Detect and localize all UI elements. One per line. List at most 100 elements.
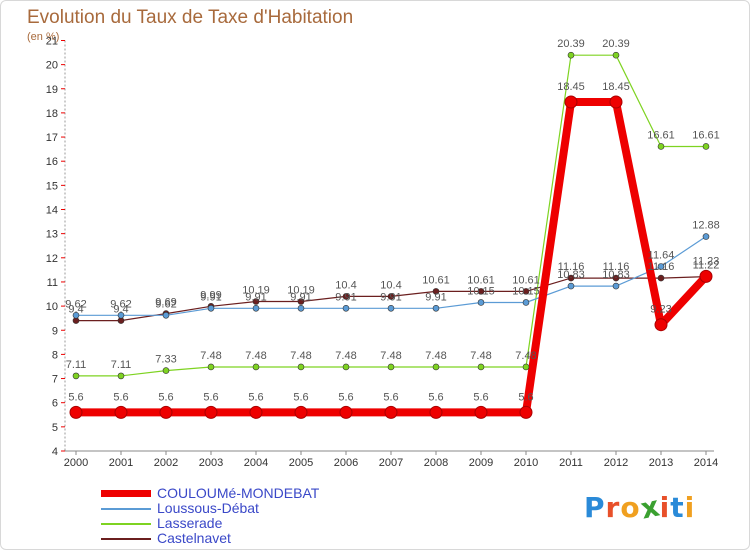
data-label: 5.6 (428, 391, 443, 403)
data-point (519, 405, 533, 419)
proxiti-logo: Proxiti (584, 489, 696, 525)
data-label: 9.69 (155, 297, 176, 309)
x-tick-label: 2001 (109, 457, 133, 469)
legend-label: Lasserade (157, 515, 223, 531)
data-point (252, 304, 260, 312)
data-label: 11.16 (558, 261, 585, 273)
line-chart: 4 5 6 7 8 9 10 11 12 13 14 15 16 17 18 19 20 21 2000 2001 20… (46, 35, 720, 469)
data-point (522, 288, 530, 295)
data-label: 7.48 (245, 350, 266, 362)
y-tick-label: 4 (52, 446, 58, 458)
data-label: 9.62 (110, 298, 131, 310)
data-point (432, 363, 440, 371)
data-point (432, 304, 440, 312)
data-point (477, 363, 485, 371)
logo-letter: i (684, 491, 696, 524)
data-label: 7.48 (335, 350, 356, 362)
data-label: 7.48 (425, 350, 446, 362)
data-label: 5.6 (158, 391, 173, 403)
data-label: 5.6 (518, 391, 533, 403)
x-tick-label: 2005 (289, 457, 313, 469)
data-label: 9.62 (65, 298, 86, 310)
data-label: 7.48 (290, 350, 311, 362)
data-point (567, 274, 575, 282)
data-label: 11.16 (648, 261, 675, 273)
data-label: 5.6 (383, 391, 398, 403)
logo-letter: r (605, 491, 621, 524)
data-point (612, 282, 620, 290)
data-point (297, 304, 305, 312)
data-point (432, 288, 440, 295)
data-label: 9.91 (335, 291, 356, 303)
data-label: 5.6 (113, 391, 128, 403)
data-point (654, 318, 668, 332)
data-label: 5.6 (293, 391, 308, 403)
data-point (477, 288, 485, 295)
data-point (342, 293, 350, 300)
data-point (474, 405, 488, 419)
x-tick-label: 2010 (514, 457, 538, 469)
y-tick-label: 7 (52, 374, 58, 386)
data-label: 18.45 (557, 81, 585, 93)
data-label: 10.61 (467, 274, 495, 286)
data-label: 11.23 (693, 255, 720, 267)
data-label: 5.6 (203, 391, 218, 403)
data-point (387, 363, 395, 371)
data-label: 5.6 (248, 391, 263, 403)
data-point (657, 274, 665, 282)
data-label: 9.91 (425, 291, 446, 303)
chart-legend: COULOUMé-MONDEBAT Loussous-Débat Lasserade… (101, 486, 319, 546)
x-tick-label: 2013 (649, 457, 673, 469)
data-label: 16.61 (692, 129, 720, 141)
data-point (72, 372, 80, 380)
legend-swatch (101, 490, 151, 497)
y-tick-label: 16 (46, 156, 58, 168)
legend-label: Loussous-Débat (157, 500, 259, 516)
logo-letter: i (659, 491, 671, 524)
y-tick-label: 15 (46, 180, 58, 192)
data-point (387, 293, 395, 300)
y-tick-label: 8 (52, 349, 58, 361)
data-label: 7.48 (470, 350, 491, 362)
data-label: 7.11 (66, 359, 87, 371)
y-tick-label: 17 (46, 132, 58, 144)
data-point (342, 363, 350, 371)
data-label: 10.4 (380, 279, 401, 291)
x-tick-label: 2006 (334, 457, 358, 469)
data-label: 10.61 (512, 274, 540, 286)
data-label: 10.15 (467, 285, 495, 297)
data-point (702, 233, 710, 240)
data-point (612, 274, 620, 282)
x-tick-label: 2000 (64, 457, 88, 469)
y-tick-label: 20 (46, 60, 58, 72)
data-label: 11.22 (693, 260, 720, 272)
data-label: 9.23 (650, 304, 671, 316)
data-point (567, 51, 575, 59)
data-point (204, 405, 218, 419)
y-tick-label: 5 (52, 422, 58, 434)
data-label: 9.91 (245, 291, 266, 303)
data-label: 9.62 (155, 298, 176, 310)
data-label: 7.33 (155, 354, 176, 366)
x-tick-label: 2007 (379, 457, 403, 469)
data-point (117, 311, 125, 319)
data-point (117, 372, 125, 380)
legend-item: Castelnavet (101, 531, 319, 546)
data-label: 9.4 (113, 304, 128, 316)
data-point (699, 269, 713, 283)
data-point (297, 298, 305, 305)
y-tick-label: 11 (47, 277, 58, 289)
y-tick-label: 10 (46, 301, 58, 313)
logo-letter: t (670, 491, 685, 524)
data-point (252, 298, 260, 305)
legend-swatch (101, 522, 151, 525)
data-point (162, 311, 170, 319)
legend-label: COULOUMé-MONDEBAT (157, 485, 320, 501)
legend-swatch (101, 537, 151, 540)
data-point (342, 304, 350, 312)
legend-swatch (101, 507, 151, 510)
data-label: 11.64 (648, 249, 675, 261)
data-point (339, 405, 353, 419)
x-tick-label: 2011 (559, 457, 583, 469)
data-point (522, 363, 530, 371)
